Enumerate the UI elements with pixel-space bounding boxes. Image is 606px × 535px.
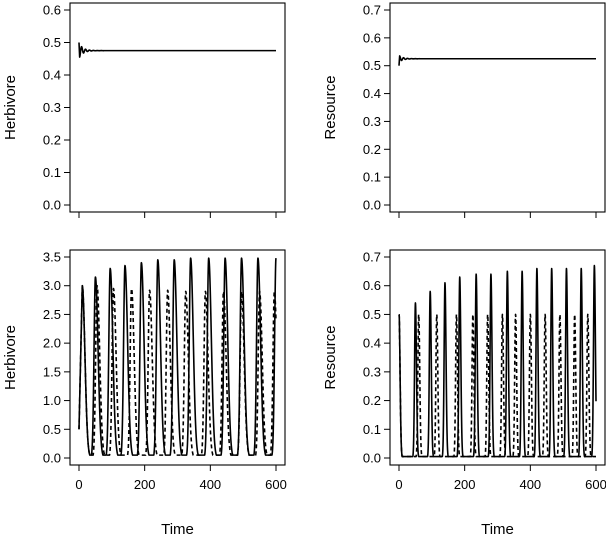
y-tick-label: 0.5 <box>43 35 61 50</box>
x-tick-label: 0 <box>395 477 402 492</box>
y-tick-label: 0.2 <box>363 142 381 157</box>
y-axis-label: Herbivore <box>2 75 19 140</box>
y-tick-label: 0.5 <box>363 58 381 73</box>
series-line-1 <box>78 257 277 456</box>
panel-4: 0.0 0.1 0.2 0.3 0.4 0.5 0.6 0.7 0 200 400 600 Resour… <box>322 249 606 535</box>
series-line-1 <box>398 264 597 458</box>
series-line-1 <box>78 42 277 58</box>
x-axis-label: Time <box>481 521 514 535</box>
y-tick-label: 0.5 <box>363 307 381 322</box>
y-tick-label: 2.5 <box>43 307 61 322</box>
y-tick-label: 1.5 <box>43 364 61 379</box>
series-line-1 <box>398 55 597 66</box>
y-tick-label: 0.3 <box>363 364 381 379</box>
y-tick-label: 0.3 <box>363 114 381 129</box>
series-line-2 <box>398 313 597 458</box>
y-tick-label: 0.1 <box>43 165 61 180</box>
y-tick-label: 0.6 <box>43 3 61 18</box>
y-tick-label: 0.0 <box>43 451 61 466</box>
plot-frame <box>389 249 606 466</box>
x-tick-label: 200 <box>454 477 476 492</box>
y-tick-label: 0.2 <box>363 393 381 408</box>
y-tick-label: 0.0 <box>363 198 381 213</box>
x-tick-label: 400 <box>199 477 221 492</box>
y-tick-label: 3.5 <box>43 250 61 265</box>
y-tick-label: 0.4 <box>363 86 381 101</box>
y-tick-label: 0.7 <box>363 250 381 265</box>
x-tick-label: 400 <box>519 477 541 492</box>
y-tick-label: 0.7 <box>363 3 381 18</box>
y-tick-label: 1.0 <box>43 393 61 408</box>
y-axis-label: Herbivore <box>2 325 19 390</box>
plot-frame <box>69 249 286 466</box>
y-tick-label: 0.3 <box>43 100 61 115</box>
plot-frame <box>389 2 606 213</box>
x-tick-label: 600 <box>265 477 287 492</box>
y-tick-label: 0.4 <box>43 68 61 83</box>
y-tick-label: 0.6 <box>363 30 381 45</box>
y-tick-label: 0.0 <box>363 451 381 466</box>
y-tick-label: 0.6 <box>363 278 381 293</box>
panel-2: 0.0 0.1 0.2 0.3 0.4 0.5 0.6 0.7 Resource <box>322 2 606 218</box>
y-tick-label: 0.5 <box>43 422 61 437</box>
panel-1: 0.0 0.1 0.2 0.3 0.4 0.5 0.6 Herbivore <box>2 2 286 218</box>
y-tick-label: 0.4 <box>363 336 381 351</box>
y-axis-label: Resource <box>322 325 339 389</box>
y-tick-label: 0.1 <box>363 422 381 437</box>
y-tick-label: 0.1 <box>363 170 381 185</box>
y-axis-label: Resource <box>322 75 339 139</box>
x-tick-label: 600 <box>585 477 606 492</box>
panel-3: 0.0 0.5 1.0 1.5 2.0 2.5 3.0 3.5 0 200 400 600 Herbiv… <box>2 249 287 535</box>
x-tick-label: 200 <box>134 477 156 492</box>
y-tick-label: 3.0 <box>43 278 61 293</box>
y-tick-label: 0.2 <box>43 133 61 148</box>
x-tick-label: 0 <box>75 477 82 492</box>
y-tick-label: 0.0 <box>43 198 61 213</box>
y-tick-label: 2.0 <box>43 336 61 351</box>
x-axis-label: Time <box>161 521 194 535</box>
series-line-2 <box>78 284 277 456</box>
plot-frame <box>69 2 286 213</box>
